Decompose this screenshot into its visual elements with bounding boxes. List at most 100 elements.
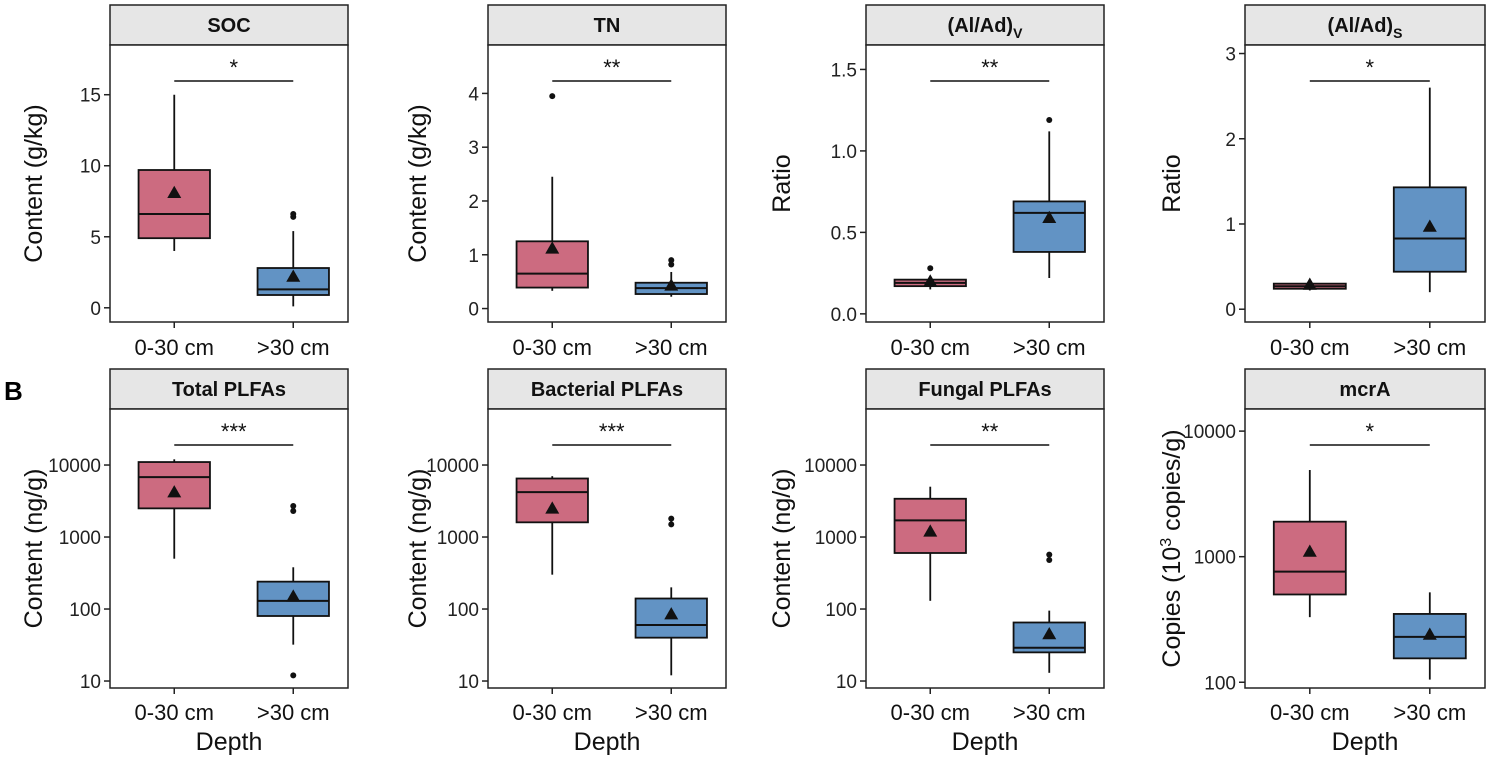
box	[137, 169, 211, 240]
plot-frame	[109, 408, 349, 689]
y-tick-label: 100	[447, 600, 479, 621]
box-group-shallow: 0-30 cm	[891, 265, 970, 360]
mean-marker	[664, 607, 679, 620]
box-group-shallow: 0-30 cm	[135, 459, 214, 725]
panel-7: Fungal PLFAs 10 100 1000 10000 Content (ng/g)…	[768, 368, 1105, 756]
significance-label: *	[1366, 55, 1375, 80]
box	[1392, 186, 1467, 273]
outlier-point	[668, 261, 675, 268]
box-group-shallow: 0-30 cm	[891, 486, 970, 725]
strip-header	[865, 368, 1105, 410]
y-tick-label: 1.5	[831, 60, 857, 81]
strip-title: (Al/Ad)S	[1328, 15, 1403, 41]
strip-header	[1244, 4, 1486, 46]
mean-marker	[167, 485, 182, 498]
significance-label: **	[981, 419, 999, 444]
y-tick-label: 4	[468, 84, 479, 105]
strip-title-main: (Al/Ad)	[948, 15, 1014, 37]
strip-title: mcrA	[1339, 379, 1390, 401]
y-tick-label: 1.0	[831, 142, 857, 163]
plot-frame	[865, 44, 1105, 323]
y-axis-title-superscript: 3	[1158, 538, 1175, 547]
panel-8: mcrA 100 1000 10000 Copies (103 copies/g) 0-3…	[1158, 368, 1486, 756]
outlier-point	[1046, 116, 1053, 123]
x-axis-title: Depth	[952, 728, 1019, 756]
mean-marker	[1042, 210, 1057, 223]
y-axis-title: Content (ng/g)	[404, 469, 432, 629]
y-tick-label: 1	[1225, 215, 1236, 236]
y-axis-title: Content (g/kg)	[20, 104, 48, 262]
strip-title-subscript: V	[1013, 25, 1023, 41]
panel-2: TN 0 1 2 3 4 Content (g/kg) 0-30 cm >30 cm **	[404, 4, 727, 360]
y-tick-label: 0	[1225, 300, 1236, 321]
x-category-label: >30 cm	[257, 700, 330, 725]
x-category-label: 0-30 cm	[891, 335, 970, 360]
y-tick-label: 1000	[437, 528, 479, 549]
y-tick-label: 5	[90, 228, 101, 249]
significance-label: ***	[221, 419, 247, 444]
x-axis-title: Depth	[574, 728, 641, 756]
x-category-label: 0-30 cm	[135, 335, 214, 360]
x-category-label: >30 cm	[1393, 700, 1466, 725]
x-category-label: 0-30 cm	[1270, 335, 1349, 360]
box-group-deep: >30 cm	[256, 502, 330, 725]
mean-marker	[1302, 277, 1317, 290]
y-axis-title-main: Copies (10	[1158, 547, 1186, 668]
mean-marker	[923, 524, 938, 537]
panel-3: (Al/Ad)V 0.0 0.5 1.0 1.5 Ratio 0-30 cm >30 cm **	[768, 4, 1105, 360]
strip-header	[109, 368, 349, 410]
outlier-point	[1046, 551, 1053, 558]
y-tick-label: 10000	[804, 456, 857, 477]
box-group-shallow: 0-30 cm	[1270, 470, 1350, 725]
y-tick-label: 100	[1204, 673, 1236, 694]
box-group-deep: >30 cm	[1392, 87, 1467, 360]
outlier-point	[668, 521, 675, 528]
y-tick-label: 1000	[815, 528, 857, 549]
y-tick-label: 1000	[1194, 548, 1236, 569]
strip-title: (Al/Ad)V	[948, 15, 1024, 41]
box-group-deep: >30 cm	[634, 515, 708, 725]
strip-title: Fungal PLFAs	[918, 379, 1051, 401]
mean-marker	[167, 185, 182, 198]
y-axis-title-end: copies/g)	[1158, 429, 1186, 537]
mean-marker	[1422, 627, 1437, 640]
x-category-label: 0-30 cm	[135, 700, 214, 725]
mean-marker	[545, 241, 560, 254]
plot-frame	[1244, 44, 1486, 323]
box	[1272, 520, 1347, 596]
y-tick-label: 2	[1225, 130, 1236, 151]
y-axis-title: Ratio	[1158, 154, 1186, 212]
outlier-point	[290, 211, 297, 218]
mean-marker	[923, 274, 938, 287]
strip-title-main: (Al/Ad)	[1328, 15, 1394, 37]
x-category-label: 0-30 cm	[513, 700, 592, 725]
x-category-label: >30 cm	[1013, 700, 1086, 725]
x-category-label: 0-30 cm	[891, 700, 970, 725]
strip-title: Total PLFAs	[172, 379, 286, 401]
x-category-label: 0-30 cm	[1270, 700, 1349, 725]
x-category-label: >30 cm	[257, 335, 330, 360]
x-category-label: >30 cm	[1393, 335, 1466, 360]
y-axis-title: Content (g/kg)	[404, 104, 432, 262]
mean-marker	[1422, 219, 1437, 232]
strip-header	[487, 368, 727, 410]
box-group-deep: >30 cm	[1012, 551, 1086, 725]
outlier-point	[1046, 556, 1053, 563]
box-group-deep: >30 cm	[1012, 116, 1086, 360]
y-tick-label: 0.5	[831, 223, 857, 244]
y-tick-label: 10000	[1183, 422, 1236, 443]
y-tick-label: 10	[458, 672, 479, 693]
outlier-point	[668, 257, 675, 264]
y-tick-label: 10	[836, 672, 857, 693]
strip-title: TN	[594, 15, 621, 37]
mean-marker	[545, 501, 560, 514]
x-category-label: >30 cm	[635, 700, 708, 725]
mean-marker	[1302, 544, 1317, 557]
box-group-shallow: 0-30 cm	[513, 476, 592, 725]
y-tick-label: 1	[468, 246, 479, 267]
box	[515, 477, 589, 524]
mean-marker	[1042, 626, 1057, 640]
